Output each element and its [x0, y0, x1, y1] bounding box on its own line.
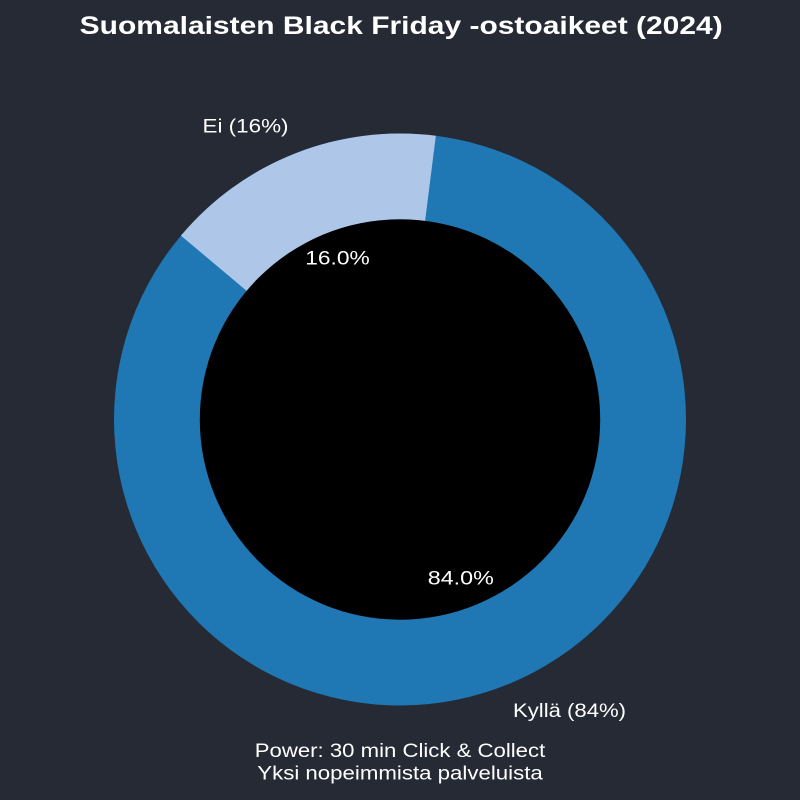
svg-text:Power: 30 min Click & Collect: Power: 30 min Click & Collect	[255, 740, 546, 762]
svg-text:Yksi nopeimmista palveluista: Yksi nopeimmista palveluista	[257, 763, 543, 785]
svg-text:Ei (16%): Ei (16%)	[203, 115, 289, 137]
svg-text:Suomalaisten Black Friday -ost: Suomalaisten Black Friday -ostoaikeet (2…	[80, 12, 723, 40]
svg-text:Kyllä (84%): Kyllä (84%)	[513, 700, 626, 722]
svg-text:84.0%: 84.0%	[428, 567, 494, 589]
svg-text:16.0%: 16.0%	[305, 248, 370, 270]
